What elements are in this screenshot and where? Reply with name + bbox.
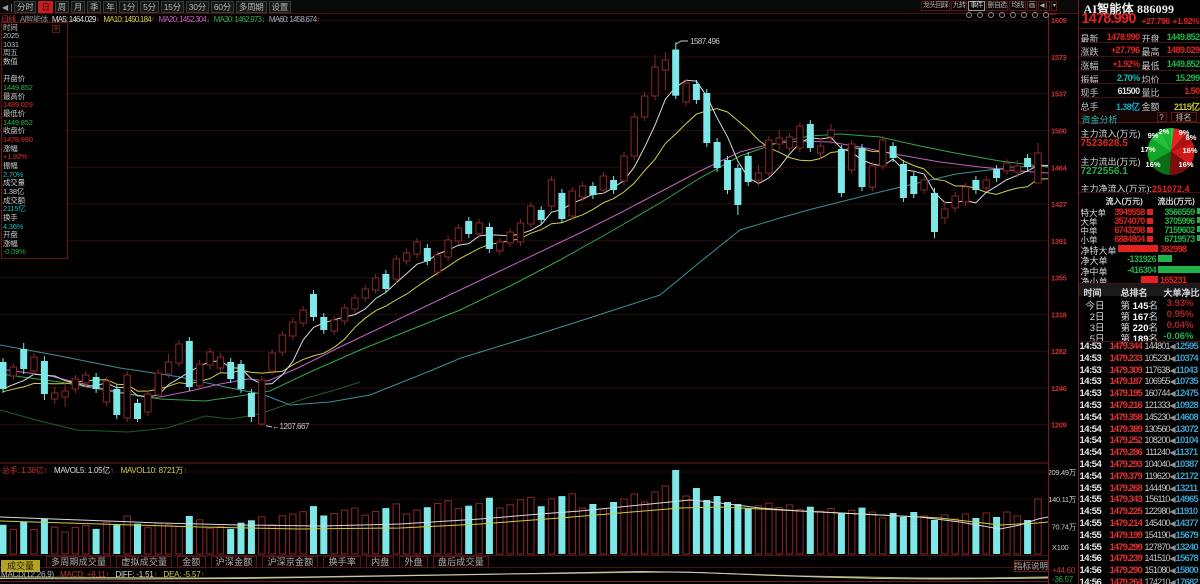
svg-text:+44.60: +44.60 (1052, 566, 1076, 575)
svg-text:1427: 1427 (1051, 200, 1067, 209)
svg-text:1609: 1609 (1051, 16, 1067, 25)
svg-text:1573: 1573 (1051, 53, 1067, 62)
svg-text:1537: 1537 (1051, 90, 1067, 99)
svg-text:1318: 1318 (1051, 310, 1067, 319)
svg-text:70.74万: 70.74万 (1052, 522, 1077, 531)
svg-text:2%: 2% (1158, 127, 1169, 136)
svg-text:1464: 1464 (1051, 163, 1068, 172)
svg-text:16%: 16% (1178, 160, 1193, 169)
svg-text:X100: X100 (1052, 543, 1068, 552)
svg-text:8%: 8% (1185, 133, 1196, 142)
svg-text:17%: 17% (1140, 145, 1155, 154)
svg-text:1355: 1355 (1051, 274, 1067, 283)
svg-text:1209: 1209 (1051, 421, 1067, 430)
svg-text:←1207.667: ←1207.667 (272, 422, 310, 431)
svg-text:9%: 9% (1147, 131, 1158, 140)
svg-text:指标说明: 指标说明 (1014, 561, 1048, 571)
svg-text:1391: 1391 (1051, 237, 1067, 246)
svg-text:16%: 16% (1145, 160, 1160, 169)
svg-text:9%: 9% (1178, 128, 1189, 137)
svg-text:1500: 1500 (1051, 127, 1067, 136)
svg-text:140.11万: 140.11万 (1048, 495, 1077, 504)
svg-text:1587.496: 1587.496 (690, 37, 720, 46)
svg-text:-36.57: -36.57 (1052, 575, 1074, 584)
svg-text:1282: 1282 (1051, 347, 1067, 356)
svg-text:16%: 16% (1182, 146, 1197, 155)
svg-text:1246: 1246 (1051, 384, 1067, 393)
svg-text:209.49万: 209.49万 (1048, 468, 1077, 477)
